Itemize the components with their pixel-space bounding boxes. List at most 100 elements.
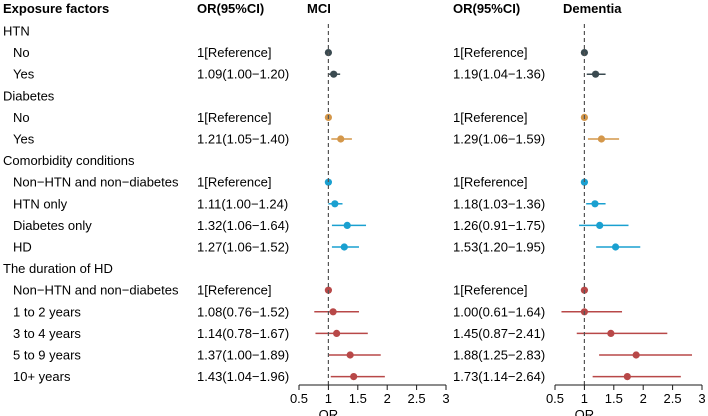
data-row: HD 1.27(1.06−1.52) 1.53(1.20−1.95) (13, 240, 641, 255)
x-tick-label: 1.5 (349, 391, 367, 406)
or-ci-dem: 1.19(1.04−1.36) (453, 67, 545, 82)
or-ci-dem: 1.53(1.20−1.95) (453, 240, 545, 255)
group-label: Diabetes (3, 88, 55, 103)
header-or-dementia: OR(95%CI) (453, 1, 520, 16)
x-tick-label: 1 (325, 391, 332, 406)
or-ci-mci: 1[Reference] (197, 283, 271, 298)
or-point-dem (607, 329, 615, 337)
or-ci-dem: 1.00(0.61−1.64) (453, 304, 545, 319)
or-ci-dem: 1.26(0.91−1.75) (453, 218, 545, 233)
data-row: Yes 1.21(1.05−1.40) 1.29(1.06−1.59) (13, 132, 620, 147)
or-point-mci (343, 221, 351, 229)
x-tick-label: 3 (442, 391, 449, 406)
row-label: No (13, 110, 30, 125)
x-tick-label: 2 (640, 391, 647, 406)
x-axis-title: OR (575, 407, 595, 416)
or-point-mci (350, 373, 358, 381)
data-row: Diabetes only 1.32(1.06−1.64) 1.26(0.91−1.… (13, 218, 629, 233)
or-point-dem (597, 135, 606, 143)
or-point-dem (591, 70, 600, 78)
data-row: Non−HTN and non−diabetes 1[Reference] 1[Re… (13, 283, 589, 298)
row-label: HD (13, 240, 32, 255)
data-row: HTN only 1.11(1.00−1.24) 1.18(1.03−1.36) (13, 196, 606, 211)
or-ci-mci: 1.14(0.78−1.67) (197, 326, 289, 341)
or-point-dem (611, 243, 620, 251)
or-ci-mci: 1.37(1.00−1.89) (197, 348, 289, 363)
or-ci-dem: 1.73(1.14−2.64) (453, 369, 545, 384)
row-label: Yes (13, 132, 35, 147)
x-tick-label: 2.5 (664, 391, 682, 406)
or-ci-dem: 1[Reference] (453, 283, 527, 298)
data-row: 3 to 4 years 1.14(0.78−1.67) 1.45(0.87−2.4… (13, 326, 668, 341)
row-label: 1 to 2 years (13, 304, 81, 319)
x-tick-label: 3 (698, 391, 705, 406)
or-ci-mci: 1.21(1.05−1.40) (197, 132, 289, 147)
row-label: 10+ years (13, 369, 71, 384)
group-row: The duration of HD (3, 261, 113, 276)
or-ci-mci: 1.09(1.00−1.20) (197, 67, 289, 82)
row-label: No (13, 45, 30, 60)
or-point-dem (623, 373, 631, 381)
data-row: Yes 1.09(1.00−1.20) 1.19(1.04−1.36) (13, 67, 606, 82)
row-label: Non−HTN and non−diabetes (13, 283, 179, 298)
data-row: 5 to 9 years 1.37(1.00−1.89) 1.88(1.25−2.8… (13, 348, 693, 363)
or-ci-dem: 1.29(1.06−1.59) (453, 132, 545, 147)
row-label: Non−HTN and non−diabetes (13, 175, 179, 190)
or-point-dem (596, 221, 604, 229)
or-point-dem (591, 200, 599, 208)
x-tick-label: 2.5 (408, 391, 426, 406)
x-tick-label: 2 (384, 391, 391, 406)
data-row: 1 to 2 years 1.08(0.76−1.52) 1.00(0.61−1.6… (13, 304, 623, 319)
group-label: Comorbidity conditions (3, 153, 135, 168)
group-row: Diabetes (3, 88, 55, 103)
or-ci-dem: 1[Reference] (453, 45, 527, 60)
group-row: HTN (3, 24, 30, 39)
data-row: 10+ years 1.43(1.04−1.96) 1.73(1.14−2.64) (13, 369, 681, 384)
data-row: No 1[Reference] 1[Reference] (13, 45, 589, 60)
group-label: HTN (3, 24, 30, 39)
or-point-mci (340, 243, 348, 251)
x-axis-mci: 0.5 1 1.5 2 2.5 3 OR (290, 384, 450, 416)
or-ci-mci: 1[Reference] (197, 110, 271, 125)
row-label: Diabetes only (13, 218, 92, 233)
group-row: Comorbidity conditions (3, 153, 135, 168)
or-ci-dem: 1[Reference] (453, 110, 527, 125)
row-label: Yes (13, 67, 35, 82)
or-ci-mci: 1.11(1.00−1.24) (197, 196, 288, 211)
x-tick-label: 0.5 (546, 391, 564, 406)
or-point-mci (324, 178, 332, 186)
or-ci-dem: 1.45(0.87−2.41) (453, 326, 545, 341)
row-label: HTN only (13, 196, 68, 211)
data-row: No 1[Reference] 1[Reference] (13, 110, 589, 125)
or-ci-mci: 1[Reference] (197, 175, 271, 190)
group-label: The duration of HD (3, 261, 113, 276)
header-panel-mci: MCI (307, 1, 331, 16)
x-axis-title: OR (319, 407, 339, 416)
or-ci-dem: 1.88(1.25−2.83) (453, 348, 545, 363)
header-or-mci: OR(95%CI) (197, 1, 264, 16)
x-tick-label: 1 (581, 391, 588, 406)
or-point-dem (632, 351, 640, 359)
or-point-mci (331, 200, 339, 208)
or-ci-mci: 1[Reference] (197, 45, 271, 60)
or-point-mci (346, 351, 354, 359)
or-ci-mci: 1.32(1.06−1.64) (197, 218, 289, 233)
or-ci-mci: 1.08(0.76−1.52) (197, 304, 289, 319)
or-point-mci (337, 135, 345, 143)
or-ci-dem: 1.18(1.03−1.36) (453, 196, 545, 211)
or-point-mci (330, 70, 338, 78)
x-tick-label: 0.5 (290, 391, 308, 406)
x-tick-label: 1.5 (605, 391, 623, 406)
header-exposure-factors: Exposure factors (3, 1, 109, 16)
or-point-mci (333, 329, 341, 337)
row-label: 5 to 9 years (13, 348, 81, 363)
data-row: Non−HTN and non−diabetes 1[Reference] 1[Re… (13, 175, 589, 190)
x-axis-dem: 0.5 1 1.5 2 2.5 3 OR (546, 384, 706, 416)
header-panel-dementia: Dementia (563, 1, 622, 16)
row-label: 3 to 4 years (13, 326, 81, 341)
or-ci-mci: 1.27(1.06−1.52) (197, 240, 289, 255)
or-ci-dem: 1[Reference] (453, 175, 527, 190)
or-point-mci (329, 308, 337, 316)
or-point-dem (580, 178, 589, 186)
